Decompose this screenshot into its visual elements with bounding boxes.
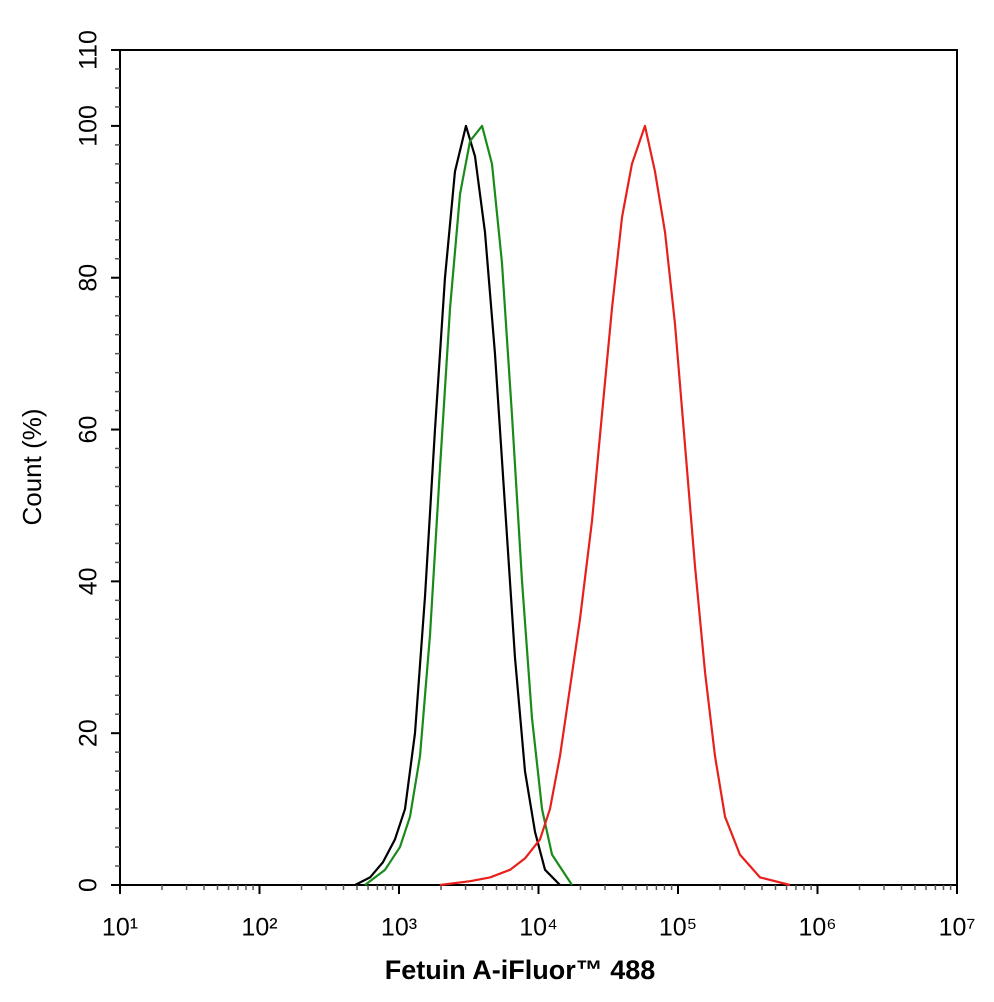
histogram-line (354, 124, 561, 886)
y-tick-label: 20 (75, 719, 103, 747)
x-tick-label: 10⁴ (519, 914, 558, 942)
y-tick-label: 0 (75, 878, 103, 892)
x-tick-label: 10¹ (102, 914, 138, 942)
x-tick-label: 10³ (381, 914, 417, 942)
y-tick-label: 40 (75, 567, 103, 595)
x-tick-label: 10⁷ (939, 914, 976, 942)
histogram-line (439, 124, 791, 887)
y-tick-label: 110 (75, 30, 103, 70)
y-axis-title: Count (%) (17, 408, 47, 525)
y-tick-label: 100 (75, 105, 103, 147)
y-tick-label: 80 (75, 264, 103, 292)
x-tick-label: 10⁵ (659, 914, 697, 942)
histogram-line (364, 124, 573, 886)
x-axis-title: Fetuin A-iFluor™ 488 (385, 955, 656, 985)
y-tick-label: 60 (75, 416, 103, 444)
x-tick-label: 10⁶ (798, 914, 836, 942)
plot-frame (119, 49, 958, 886)
x-tick-label: 10² (241, 914, 277, 942)
